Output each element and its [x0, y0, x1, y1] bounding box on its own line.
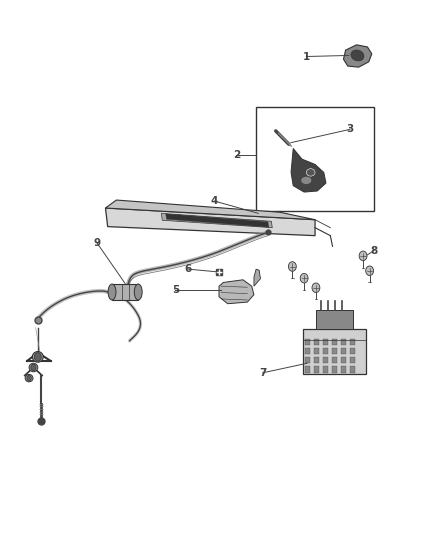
Bar [314, 348, 319, 354]
Text: 8: 8 [371, 246, 378, 255]
Bar [341, 339, 346, 345]
Ellipse shape [351, 50, 364, 61]
Polygon shape [219, 280, 254, 304]
Bar [332, 357, 337, 364]
Text: 4: 4 [211, 196, 218, 206]
Bar [314, 366, 319, 373]
Bar [350, 366, 355, 373]
Bar [341, 348, 346, 354]
Bar [323, 339, 328, 345]
Bar [323, 348, 328, 354]
Bar [303, 329, 366, 374]
Ellipse shape [32, 352, 43, 362]
Bar [316, 310, 353, 329]
Text: 7: 7 [259, 368, 266, 378]
Text: 5: 5 [172, 286, 179, 295]
Circle shape [312, 283, 320, 293]
Bar [332, 366, 337, 373]
Circle shape [31, 365, 36, 370]
Bar [332, 339, 337, 345]
Polygon shape [291, 149, 326, 192]
Bar [305, 357, 310, 364]
Bar [350, 348, 355, 354]
Ellipse shape [29, 364, 38, 372]
Polygon shape [254, 269, 261, 286]
Circle shape [359, 251, 367, 261]
Bar [350, 339, 355, 345]
Ellipse shape [306, 168, 315, 176]
Bar [323, 357, 328, 364]
Bar [305, 348, 310, 354]
Circle shape [300, 273, 308, 283]
Bar [305, 366, 310, 373]
Bar [332, 348, 337, 354]
Bar [323, 366, 328, 373]
Polygon shape [161, 213, 272, 228]
Ellipse shape [301, 176, 312, 184]
Text: 3: 3 [346, 124, 353, 134]
Ellipse shape [134, 284, 142, 300]
Polygon shape [106, 208, 315, 236]
Bar [305, 339, 310, 345]
Bar [314, 339, 319, 345]
Ellipse shape [108, 284, 116, 300]
Circle shape [288, 262, 296, 271]
Ellipse shape [25, 374, 33, 382]
Bar [314, 357, 319, 364]
Bar [112, 284, 138, 300]
Bar [256, 107, 374, 211]
Bar [350, 357, 355, 364]
Text: 2: 2 [233, 150, 240, 160]
Polygon shape [106, 200, 315, 220]
Text: 9: 9 [93, 238, 100, 247]
Circle shape [27, 375, 31, 381]
Text: 6: 6 [185, 264, 192, 274]
Text: 1: 1 [303, 52, 310, 61]
Circle shape [34, 353, 41, 361]
Bar [341, 366, 346, 373]
Bar [341, 357, 346, 364]
Circle shape [366, 266, 374, 276]
Polygon shape [166, 214, 269, 227]
Polygon shape [343, 45, 372, 67]
